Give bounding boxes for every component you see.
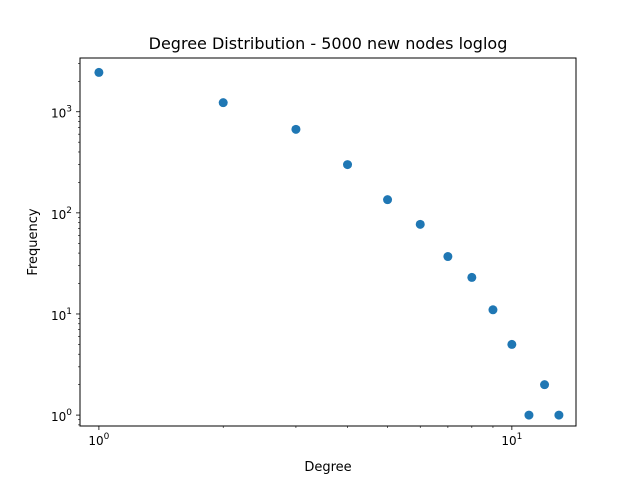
axes-frame: [79, 57, 577, 427]
y-tick-label: 101: [51, 307, 72, 323]
data-point: [218, 98, 228, 108]
data-point: [94, 67, 104, 77]
y-tick-label: 103: [51, 105, 72, 121]
data-point: [383, 195, 393, 205]
x-tick-label: 101: [501, 432, 522, 448]
x-axis-label: Degree: [304, 460, 351, 475]
data-point: [415, 219, 425, 229]
data-point: [291, 124, 301, 134]
data-point: [524, 410, 534, 420]
x-tick-label: 100: [88, 432, 109, 448]
data-point: [540, 380, 550, 390]
data-points: [94, 67, 564, 420]
chart-title: Degree Distribution - 5000 new nodes log…: [149, 34, 508, 53]
y-axis-label: Frequency: [26, 208, 41, 275]
y-tick-label: 102: [51, 206, 72, 222]
axis-ticks: 100 101 100 101 102 103: [51, 63, 522, 448]
plot-area: [79, 57, 577, 427]
data-point: [343, 160, 353, 170]
data-point: [507, 339, 517, 349]
y-tick-label: 100: [51, 408, 72, 424]
data-point: [554, 410, 564, 420]
data-point: [467, 272, 477, 282]
data-point: [443, 252, 453, 262]
data-point: [488, 305, 498, 315]
